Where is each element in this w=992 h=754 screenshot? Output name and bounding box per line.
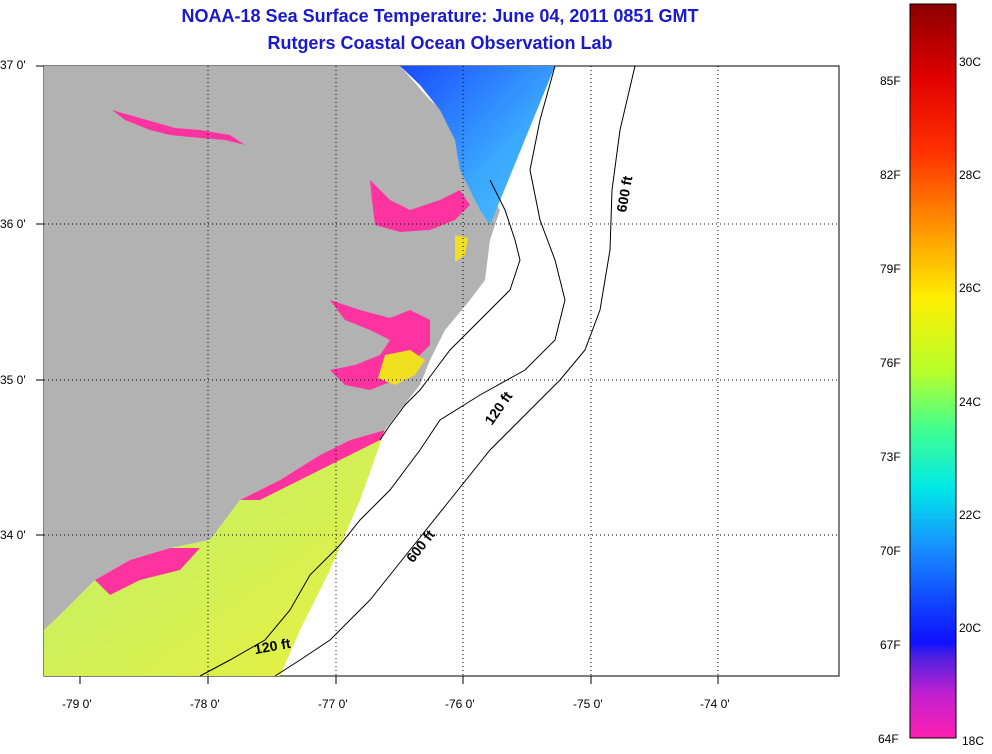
cbar-c-22: 22C	[959, 508, 982, 522]
lat-label-36: 36 0'	[0, 217, 26, 231]
cbar-f-85: 85F	[880, 74, 901, 88]
cbar-f-82: 82F	[880, 168, 901, 182]
lat-label-35: 35 0'	[0, 373, 26, 387]
cbar-f-64: 64F	[878, 732, 899, 746]
cbar-f-70: 70F	[880, 544, 901, 558]
sound-yellow-north	[455, 235, 468, 262]
inlet-north-1	[112, 110, 245, 145]
sst-coastal-cold-band	[240, 430, 385, 500]
axis-ticks	[36, 65, 719, 684]
lon-label-77: -77 0'	[318, 697, 348, 711]
inlet-north-2	[370, 180, 470, 232]
cbar-c-20: 20C	[959, 621, 982, 635]
outer-banks	[379, 179, 521, 441]
cbar-f-79: 79F	[880, 262, 901, 276]
sst-cold-south	[95, 548, 200, 595]
cbar-c-26: 26C	[959, 281, 982, 295]
isobath-120	[199, 65, 566, 677]
lat-label-37: 37 0'	[0, 58, 26, 72]
map-title: NOAA-18 Sea Surface Temperature: June 04…	[181, 6, 699, 26]
lon-label-74: -74 0'	[700, 697, 730, 711]
cbar-c-28: 28C	[959, 168, 982, 182]
lon-label-79: -79 0'	[62, 697, 92, 711]
cbar-f-73: 73F	[880, 450, 901, 464]
cbar-f-76: 76F	[880, 356, 901, 370]
sst-north-swath	[400, 66, 555, 225]
lon-label-76: -76 0'	[445, 697, 475, 711]
isobath-600	[274, 65, 636, 677]
cbar-c-24: 24C	[959, 395, 982, 409]
colorbar	[909, 3, 957, 739]
cbar-f-67: 67F	[880, 638, 901, 652]
lon-label-75: -75 0'	[573, 697, 603, 711]
cbar-c-30: 30C	[959, 55, 982, 69]
cbar-c-18: 18C	[962, 734, 985, 748]
lat-label-34: 34 0'	[0, 528, 26, 542]
sst-south-swath	[44, 430, 385, 676]
lon-label-78: -78 0'	[190, 697, 220, 711]
grid-lines	[44, 66, 839, 676]
sound-yellow	[378, 350, 425, 385]
map-subtitle: Rutgers Coastal Ocean Observation Lab	[267, 33, 613, 53]
